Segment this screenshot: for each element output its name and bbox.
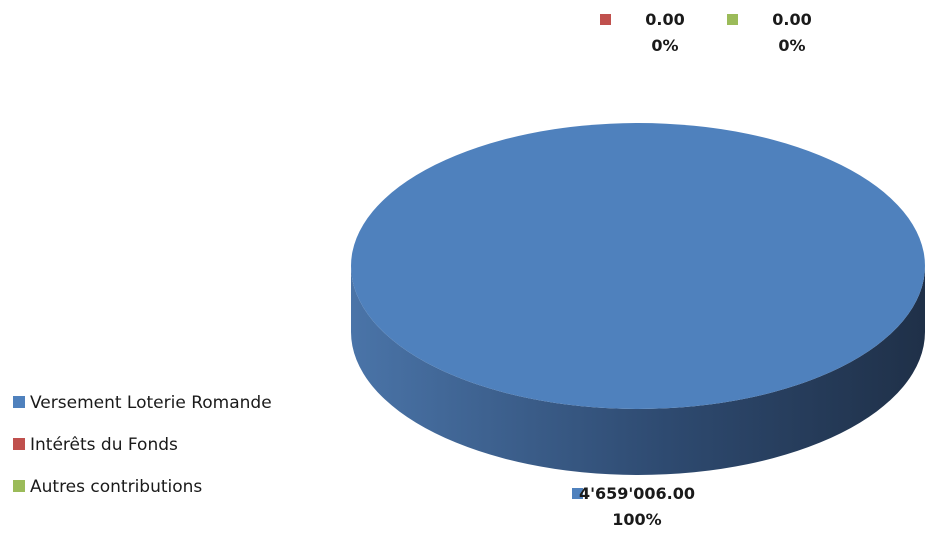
legend-item-versement-loterie-romande: Versement Loterie Romande bbox=[13, 393, 272, 413]
legend: Versement Loterie Romande Intérêts du Fon… bbox=[13, 393, 272, 497]
pie-side-versement-loterie-romande bbox=[351, 266, 925, 475]
data-label-percent: 100% bbox=[612, 510, 661, 529]
data-labels: 4'659'006.00 100% 0.00 0% 0.00 0% bbox=[572, 10, 812, 529]
legend-label: Versement Loterie Romande bbox=[30, 393, 272, 413]
data-label-value: 0.00 bbox=[772, 10, 811, 29]
legend-label: Intérêts du Fonds bbox=[30, 435, 178, 455]
legend-item-autres-contributions: Autres contributions bbox=[13, 477, 202, 497]
data-label-swatch bbox=[600, 14, 611, 25]
data-label-autres-contributions: 0.00 0% bbox=[727, 10, 812, 55]
pie-group bbox=[351, 123, 925, 475]
legend-swatch bbox=[13, 396, 25, 408]
legend-swatch bbox=[13, 438, 25, 450]
pie-slice-versement-loterie-romande bbox=[351, 123, 925, 409]
data-label-versement-loterie-romande: 4'659'006.00 100% bbox=[572, 484, 695, 529]
legend-swatch bbox=[13, 480, 25, 492]
legend-label: Autres contributions bbox=[30, 477, 202, 497]
data-label-swatch bbox=[727, 14, 738, 25]
data-label-value: 0.00 bbox=[645, 10, 684, 29]
data-label-interets-du-fonds: 0.00 0% bbox=[600, 10, 685, 55]
data-label-value: 4'659'006.00 bbox=[579, 484, 695, 503]
data-label-percent: 0% bbox=[778, 36, 805, 55]
legend-item-interets-du-fonds: Intérêts du Fonds bbox=[13, 435, 178, 455]
data-label-swatch bbox=[572, 488, 583, 499]
data-label-percent: 0% bbox=[651, 36, 678, 55]
